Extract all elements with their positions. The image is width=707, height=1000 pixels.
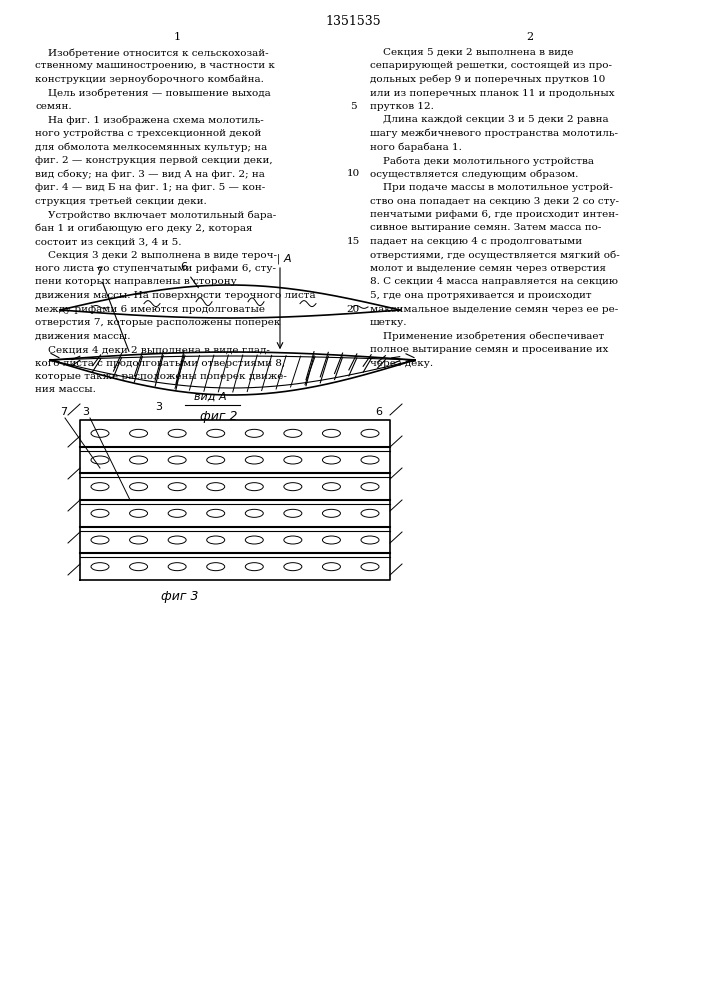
Text: 15: 15 [346,237,360,246]
Text: 20: 20 [346,304,360,314]
Text: фиг. 4 — вид Б на фиг. 1; на фиг. 5 — кон-: фиг. 4 — вид Б на фиг. 1; на фиг. 5 — ко… [35,183,265,192]
Text: бан 1 и огибающую его деку 2, которая: бан 1 и огибающую его деку 2, которая [35,224,252,233]
Text: Секция 3 деки 2 выполнена в виде тероч-: Секция 3 деки 2 выполнена в виде тероч- [35,250,277,259]
Text: A: A [284,254,291,264]
Text: прутков 12.: прутков 12. [370,102,434,111]
Text: ственному машиностроению, в частности к: ственному машиностроению, в частности к [35,62,275,70]
Text: 7: 7 [95,267,129,351]
Text: Цель изобретения — повышение выхода: Цель изобретения — повышение выхода [35,89,271,98]
Text: падает на секцию 4 с продолговатыми: падает на секцию 4 с продолговатыми [370,237,582,246]
Text: Изобретение относится к сельскохозай-: Изобретение относится к сельскохозай- [35,48,269,57]
Text: отверстиями, где осуществляется мягкий об-: отверстиями, где осуществляется мягкий о… [370,250,620,260]
Text: семян.: семян. [35,102,71,111]
Text: дольных ребер 9 и поперечных прутков 10: дольных ребер 9 и поперечных прутков 10 [370,75,605,85]
Text: ство она попадает на секцию 3 деки 2 со сту-: ство она попадает на секцию 3 деки 2 со … [370,196,619,206]
Text: для обмолота мелкосемянных культур; на: для обмолота мелкосемянных культур; на [35,142,267,152]
Text: 6: 6 [180,262,199,288]
Text: 8. С секции 4 масса направляется на секцию: 8. С секции 4 масса направляется на секц… [370,277,618,286]
Text: конструкции зерноуборочного комбайна.: конструкции зерноуборочного комбайна. [35,75,264,85]
Text: которые также расположены поперек движе-: которые также расположены поперек движе- [35,372,287,381]
Text: Применение изобретения обеспечивает: Применение изобретения обеспечивает [370,332,604,341]
Text: молот и выделение семян через отверстия: молот и выделение семян через отверстия [370,264,606,273]
Text: Длина каждой секции 3 и 5 деки 2 равна: Длина каждой секции 3 и 5 деки 2 равна [370,115,609,124]
Text: пенчатыми рифами 6, где происходит интен-: пенчатыми рифами 6, где происходит интен… [370,210,619,219]
Text: 10: 10 [346,169,360,178]
Text: 1351535: 1351535 [325,15,381,28]
Text: фиг 3: фиг 3 [161,590,199,603]
Text: |: | [277,254,280,264]
Text: пени которых направлены в сторону: пени которых направлены в сторону [35,277,237,286]
Text: 1: 1 [173,32,180,42]
Text: через деку.: через деку. [370,359,433,367]
Text: вид A: вид A [194,392,226,402]
Text: максимальное выделение семян через ее ре-: максимальное выделение семян через ее ре… [370,304,618,314]
Text: Секция 5 деки 2 выполнена в виде: Секция 5 деки 2 выполнена в виде [370,48,573,57]
Text: 7: 7 [60,407,67,417]
Text: сепарирующей решетки, состоящей из про-: сепарирующей решетки, состоящей из про- [370,62,612,70]
Text: ного устройства с трехсекционной декой: ного устройства с трехсекционной декой [35,129,262,138]
Text: осуществляется следующим образом.: осуществляется следующим образом. [370,169,578,179]
Text: 2: 2 [527,32,534,42]
Text: ния массы.: ния массы. [35,385,96,394]
Text: При подаче массы в молотильное устрой-: При подаче массы в молотильное устрой- [370,183,613,192]
Text: Работа деки молотильного устройства: Работа деки молотильного устройства [370,156,594,165]
Text: ного листа со ступенчатыми рифами 6, сту-: ного листа со ступенчатыми рифами 6, сту… [35,264,276,273]
Text: или из поперечных планок 11 и продольных: или из поперечных планок 11 и продольных [370,89,614,98]
Text: Устройство включает молотильный бара-: Устройство включает молотильный бара- [35,210,276,220]
Text: сивное вытирание семян. Затем масса по-: сивное вытирание семян. Затем масса по- [370,224,602,232]
Text: фиг. 2 — конструкция первой секции деки,: фиг. 2 — конструкция первой секции деки, [35,156,273,165]
Text: движения массы.: движения массы. [35,332,131,340]
Text: состоит из секций 3, 4 и 5.: состоит из секций 3, 4 и 5. [35,237,182,246]
Text: вид сбоку; на фиг. 3 — вид А на фиг. 2; на: вид сбоку; на фиг. 3 — вид А на фиг. 2; … [35,169,265,179]
Text: ного барабана 1.: ного барабана 1. [370,142,462,152]
Text: Секция 4 деки 2 выполнена в виде глад-: Секция 4 деки 2 выполнена в виде глад- [35,345,270,354]
Text: 5: 5 [350,102,356,111]
Text: На фиг. 1 изображена схема молотиль-: На фиг. 1 изображена схема молотиль- [35,115,264,125]
Text: кого листа с продолговатыми отверстиями 8,: кого листа с продолговатыми отверстиями … [35,359,285,367]
Text: 6: 6 [375,407,382,417]
Text: шагу межбичневого пространства молотиль-: шагу межбичневого пространства молотиль- [370,129,618,138]
Text: полное вытирание семян и просеивание их: полное вытирание семян и просеивание их [370,345,609,354]
Text: отверстия 7, которые расположены поперек: отверстия 7, которые расположены поперек [35,318,281,327]
Text: между рифами 6 имеются продолговатые: между рифами 6 имеются продолговатые [35,304,265,314]
Text: фиг 2: фиг 2 [200,410,238,423]
Text: 3: 3 [155,402,162,412]
Text: шетку.: шетку. [370,318,407,327]
Text: 3: 3 [82,407,89,417]
Text: 5, где она протряхивается и происходит: 5, где она протряхивается и происходит [370,291,592,300]
Text: струкция третьей секции деки.: струкция третьей секции деки. [35,196,206,206]
Text: движения массы. На поверхности терочного листа: движения массы. На поверхности терочного… [35,291,315,300]
